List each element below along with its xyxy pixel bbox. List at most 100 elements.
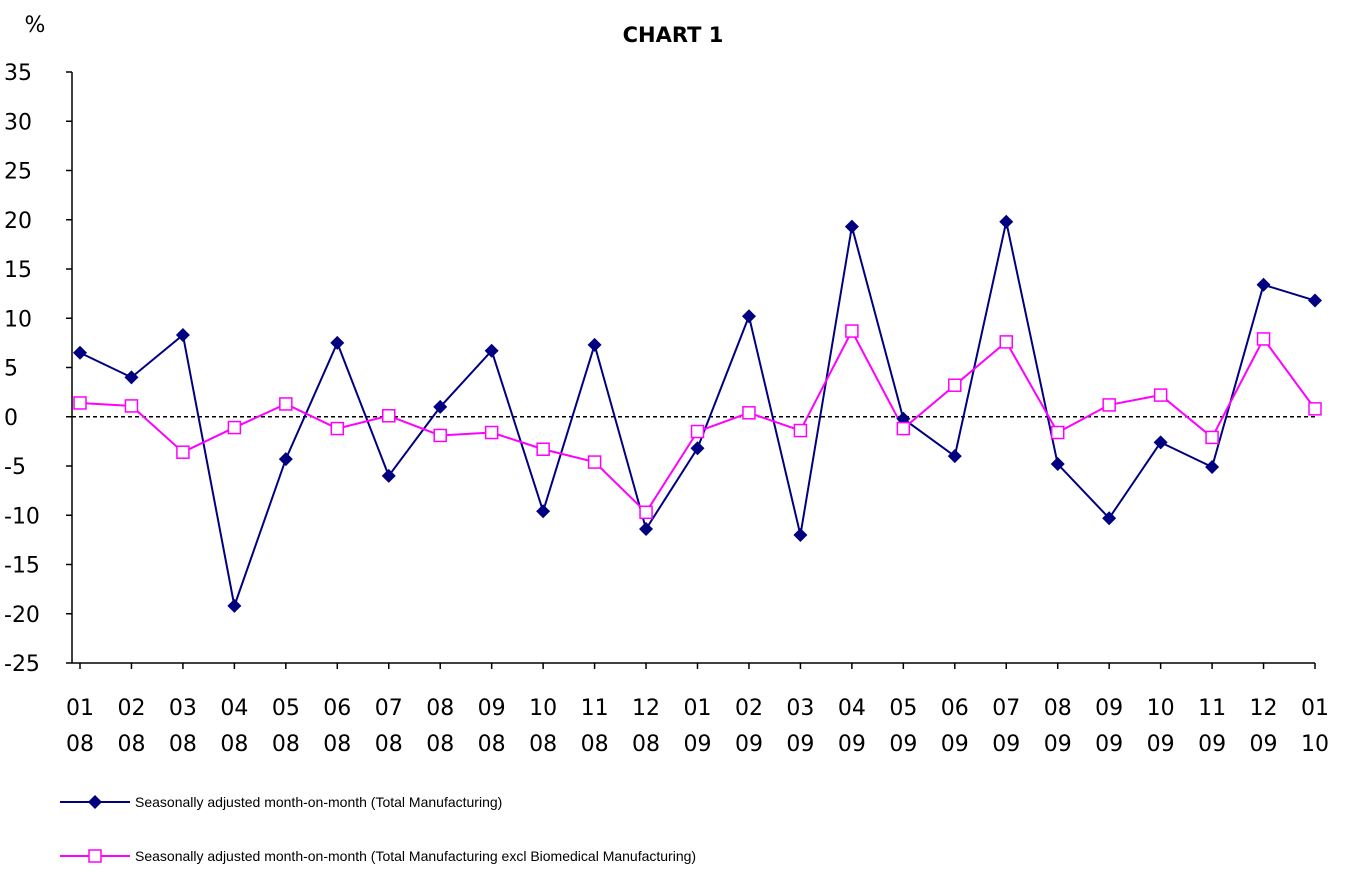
marker	[175, 327, 190, 342]
x-tick-label: 11 09	[1198, 696, 1226, 757]
y-tick-label: 25	[4, 160, 32, 185]
marker	[845, 324, 859, 338]
marker	[793, 527, 808, 542]
legend-label: Seasonally adjusted month-on-month (Tota…	[135, 794, 502, 810]
marker	[690, 424, 705, 439]
marker	[1308, 402, 1322, 416]
marker	[382, 409, 396, 423]
marker	[793, 423, 808, 438]
marker	[896, 421, 911, 436]
marker	[639, 505, 653, 520]
x-tick-label-line: 01	[684, 696, 712, 721]
marker	[279, 397, 293, 411]
series-line	[79, 328, 1316, 514]
x-tick-label-line: 09	[1044, 732, 1072, 757]
x-tick-label-line: 08	[529, 732, 557, 757]
x-tick-label-line: 08	[478, 732, 506, 757]
x-tick-label: 02 09	[735, 696, 763, 757]
x-tick-label: 12 08	[632, 696, 660, 757]
y-axis-label: %	[25, 13, 46, 38]
marker	[330, 335, 345, 350]
x-tick-label-line: 08	[220, 732, 248, 757]
x-tick-label-line: 08	[426, 696, 454, 721]
x-tick-label: 03 08	[169, 696, 197, 757]
marker	[1153, 435, 1168, 450]
x-tick-label: 01 09	[684, 696, 712, 757]
x-tick-label-line: 09	[1147, 732, 1175, 757]
marker	[433, 399, 448, 414]
y-tick-label: -5	[4, 455, 26, 480]
marker	[742, 406, 756, 420]
x-tick-label: 09 09	[1095, 696, 1123, 757]
x-tick-label-line: 09	[786, 732, 814, 757]
marker	[73, 345, 87, 360]
x-tick-label-line: 12	[1250, 696, 1278, 721]
x-tick-label: 05 09	[889, 696, 917, 757]
x-tick-label-line: 08	[632, 732, 660, 757]
x-tick-label-line: 09	[941, 732, 969, 757]
x-tick-label-line: 01	[1301, 696, 1329, 721]
marker	[484, 343, 499, 358]
marker	[227, 598, 242, 613]
marker	[536, 442, 550, 457]
marker	[1153, 388, 1168, 402]
x-tick-label: 08 08	[426, 696, 454, 757]
x-tick-label: 06 08	[323, 696, 351, 757]
x-tick-label: 03 09	[786, 696, 814, 757]
x-tick-label-line: 02	[735, 696, 763, 721]
marker	[433, 428, 447, 443]
x-tick-label-line: 01	[66, 696, 94, 721]
marker	[1205, 459, 1220, 474]
marker	[587, 455, 602, 469]
x-tick-label-line: 06	[941, 696, 969, 721]
x-tick-label: 07 08	[375, 696, 403, 757]
marker	[1102, 511, 1117, 526]
marker	[1102, 398, 1116, 412]
y-tick-label: -20	[4, 603, 40, 628]
marker	[999, 214, 1014, 229]
x-tick-label-line: 07	[375, 696, 403, 721]
x-tick-label: 02 08	[117, 696, 145, 757]
x-tick-label-line: 07	[992, 696, 1020, 721]
x-tick-label-line: 09	[1250, 732, 1278, 757]
marker	[999, 335, 1013, 349]
x-tick-label: 08 09	[1044, 696, 1072, 757]
marker	[73, 396, 87, 410]
x-tick-label: 01 10	[1301, 696, 1329, 757]
y-tick-label: -25	[4, 652, 40, 677]
x-tick-label-line: 09	[1095, 696, 1123, 721]
marker	[227, 420, 242, 435]
marker	[176, 445, 190, 459]
x-tick-label-line: 09	[684, 732, 712, 757]
x-tick-label-line: 08	[117, 732, 145, 757]
x-tick-label-line: 05	[889, 696, 917, 721]
marker	[741, 309, 756, 324]
x-tick-label: 10 08	[529, 696, 557, 757]
chart-title: CHART 1	[623, 23, 724, 47]
x-tick-label-line: 08	[581, 732, 609, 757]
x-tick-label: 07 09	[992, 696, 1020, 757]
x-tick-label-line: 09	[1198, 732, 1226, 757]
x-tick-label: 04 08	[220, 696, 248, 757]
x-tick-label-line: 10	[1301, 732, 1329, 757]
marker	[1308, 293, 1322, 308]
x-tick-label-line: 05	[272, 696, 300, 721]
marker	[124, 370, 139, 385]
x-tick-label-line: 11	[581, 696, 609, 721]
marker	[1050, 425, 1065, 440]
marker	[844, 219, 859, 234]
marker	[690, 441, 705, 456]
marker	[88, 849, 102, 863]
x-tick-label-line: 06	[323, 696, 351, 721]
x-tick-label-line: 09	[992, 732, 1020, 757]
y-tick-label: 30	[4, 110, 32, 135]
x-tick-label-line: 08	[169, 732, 197, 757]
x-tick-label: 05 08	[272, 696, 300, 757]
x-tick-label-line: 08	[272, 732, 300, 757]
marker	[88, 795, 102, 809]
x-tick-label-line: 02	[117, 696, 145, 721]
x-tick-label: 04 09	[838, 696, 866, 757]
y-tick-label: 5	[4, 357, 18, 382]
marker	[639, 522, 654, 537]
